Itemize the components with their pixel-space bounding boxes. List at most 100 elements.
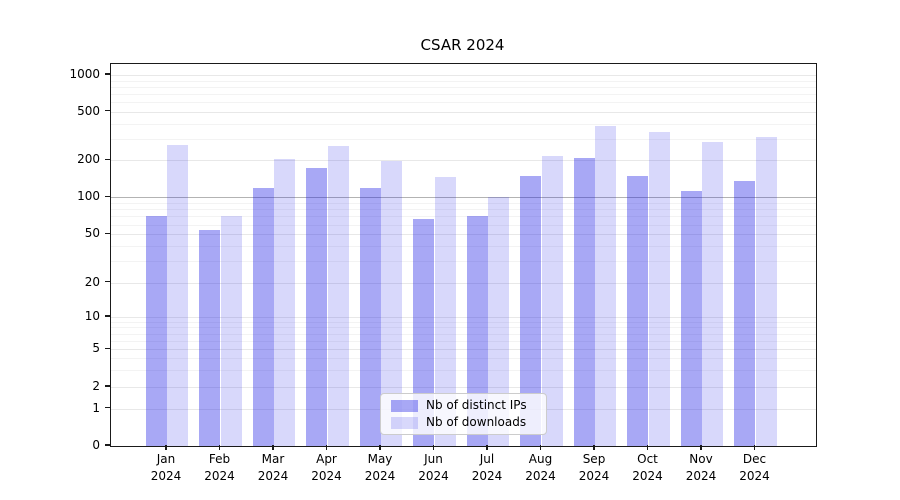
x-tick-label: Sep 2024	[578, 452, 610, 483]
major-gridline	[111, 317, 816, 318]
x-tick-mark	[379, 445, 381, 450]
bar-distinct-ips	[680, 190, 702, 446]
bar-distinct-ips	[252, 188, 274, 446]
y-tick-label: 2	[92, 379, 100, 393]
x-tick-mark	[700, 445, 702, 450]
x-tick-mark	[165, 445, 167, 450]
x-tick-label: May 2024	[364, 452, 396, 483]
minor-gridline	[111, 321, 816, 323]
major-gridline	[111, 111, 816, 113]
minor-gridline	[111, 261, 816, 263]
minor-gridline	[111, 93, 816, 95]
major-gridline	[111, 234, 816, 236]
y-tick-label: 50	[84, 226, 100, 241]
y-tick-mark	[105, 315, 110, 317]
minor-gridline	[111, 216, 816, 218]
bar-distinct-ips	[573, 157, 595, 446]
major-gridline	[111, 75, 816, 76]
y-tick-mark	[105, 444, 110, 446]
x-tick-label: Jan 2024	[150, 452, 182, 483]
y-tick-mark	[105, 195, 110, 197]
bar-downloads	[274, 158, 296, 446]
bar-downloads	[327, 145, 349, 446]
legend-label-distinct-ips: Nb of distinct IPs	[426, 398, 527, 412]
legend-swatch-distinct-ips	[391, 399, 418, 412]
major-gridline	[111, 282, 816, 284]
bar-downloads	[702, 141, 724, 446]
y-tick-mark	[105, 407, 110, 409]
y-tick-mark	[105, 73, 110, 75]
bar-downloads	[755, 137, 777, 446]
x-tick-label: Nov 2024	[685, 452, 717, 483]
x-tick-mark	[539, 445, 542, 450]
bar-downloads	[220, 216, 242, 446]
x-tick-mark	[753, 445, 756, 450]
minor-gridline	[111, 246, 816, 248]
y-tick-label: 20	[84, 274, 100, 289]
bar-downloads	[488, 196, 510, 446]
y-tick-label: 5	[92, 341, 100, 356]
y-tick-mark	[105, 232, 110, 234]
major-gridline	[111, 197, 816, 199]
y-tick-label: 500	[77, 103, 100, 118]
legend-label-downloads: Nb of downloads	[426, 415, 527, 429]
x-tick-label: Apr 2024	[311, 452, 342, 483]
x-tick-mark	[646, 445, 649, 450]
minor-gridline	[111, 370, 816, 372]
bar-downloads	[167, 144, 189, 446]
bar-downloads	[434, 177, 456, 446]
minor-gridline	[111, 80, 816, 82]
x-tick-mark	[486, 445, 488, 450]
y-tick-mark	[105, 110, 110, 112]
minor-gridline	[111, 202, 816, 204]
x-tick-mark	[218, 445, 221, 450]
bar-distinct-ips	[520, 176, 542, 446]
bar-distinct-ips	[627, 175, 649, 446]
x-tick-label: Aug 2024	[525, 452, 556, 483]
legend: Nb of distinct IPs Nb of downloads	[380, 393, 547, 435]
major-gridline	[111, 349, 816, 351]
y-tick-label: 0	[92, 438, 100, 452]
legend-item-downloads: Nb of downloads	[381, 416, 546, 429]
x-tick-mark	[432, 445, 435, 450]
minor-gridline	[111, 209, 816, 211]
bar-distinct-ips	[306, 168, 328, 446]
y-tick-mark	[105, 347, 110, 349]
y-tick-label: 100	[77, 189, 100, 204]
minor-gridline	[111, 358, 816, 360]
bar-distinct-ips	[199, 230, 221, 446]
major-gridline	[111, 387, 816, 388]
bar-distinct-ips	[359, 188, 381, 446]
y-tick-mark	[105, 158, 110, 160]
bar-distinct-ips	[734, 181, 756, 446]
y-tick-mark	[105, 385, 110, 387]
bar-downloads	[648, 132, 670, 446]
minor-gridline	[111, 333, 816, 335]
y-tick-label: 1	[92, 400, 100, 415]
x-tick-mark	[325, 445, 328, 450]
y-tick-mark	[105, 281, 110, 283]
legend-swatch-downloads	[391, 416, 418, 429]
bar-distinct-ips	[145, 216, 167, 446]
x-tick-label: Oct 2024	[632, 452, 663, 483]
y-tick-label: 200	[77, 152, 100, 167]
plot-area	[110, 63, 817, 447]
bar-distinct-ips	[466, 216, 488, 446]
bar-downloads	[541, 156, 563, 446]
minor-gridline	[111, 327, 816, 329]
legend-item-distinct-ips: Nb of distinct IPs	[381, 399, 546, 412]
y-tick-label: 1000	[69, 67, 100, 81]
minor-gridline	[111, 340, 816, 342]
x-tick-label: Jul 2024	[471, 452, 503, 483]
minor-gridline	[111, 102, 816, 104]
chart-title: CSAR 2024	[420, 36, 505, 54]
major-gridline	[111, 160, 816, 162]
x-tick-label: Jun 2024	[418, 452, 449, 483]
bar-downloads	[381, 161, 403, 446]
minor-gridline	[111, 86, 816, 88]
x-tick-label: Mar 2024	[257, 452, 289, 483]
bar-downloads	[595, 126, 617, 446]
y-tick-label: 10	[84, 309, 100, 323]
x-tick-label: Feb 2024	[204, 452, 235, 483]
minor-gridline	[111, 138, 816, 140]
